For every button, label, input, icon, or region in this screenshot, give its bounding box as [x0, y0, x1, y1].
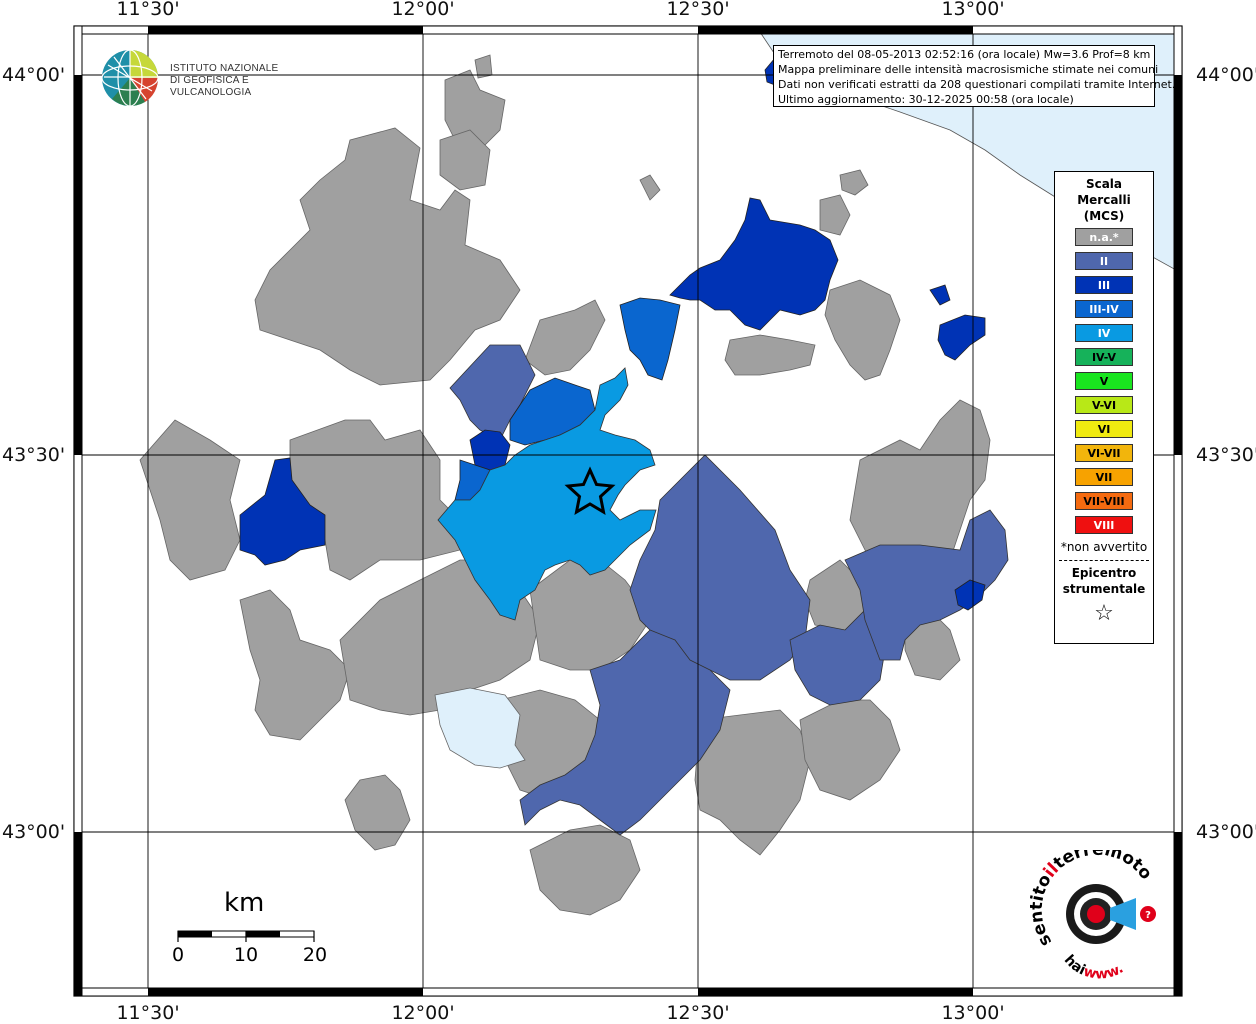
legend-item: V-VI	[1075, 396, 1133, 414]
haisentito-www-arc: haiwww.	[1061, 952, 1126, 980]
lon-tick-top-4: 13°00'	[941, 0, 1005, 20]
legend-epicenter-label: Epicentro strumentale	[1055, 565, 1153, 597]
info-box: Terremoto del 08-05-2013 02:52:16 (ora l…	[773, 45, 1176, 107]
lat-tick-right-2: 43°30'	[1196, 444, 1256, 466]
lat-tick-right-3: 43°00'	[1196, 821, 1256, 843]
epicenter-star-icon	[564, 466, 616, 515]
legend-star-icon: ☆	[1094, 601, 1114, 626]
municipalities-III	[239, 57, 986, 611]
lat-tick-right-1: 44°00'	[1196, 64, 1256, 86]
legend-title-3: (MCS)	[1083, 209, 1125, 223]
scale-label-0: 0	[171, 944, 185, 966]
legend-item: IV	[1075, 324, 1133, 342]
legend-item: V	[1075, 372, 1133, 390]
scale-bar-graphic	[177, 930, 315, 942]
scale-label-10: 10	[233, 944, 259, 966]
ingv-logo: ISTITUTO NAZIONALE DI GEOFISICA E VULCAN…	[100, 47, 320, 107]
lat-tick-left-3: 43°00'	[2, 821, 66, 843]
legend-item: VI	[1075, 420, 1133, 438]
lon-tick-bottom-2: 12°00'	[391, 1002, 455, 1024]
scale-label-20: 20	[302, 944, 328, 966]
legend-epi-2: strumentale	[1062, 582, 1146, 596]
legend-item: VIII	[1075, 516, 1133, 534]
legend-item: III	[1075, 276, 1133, 294]
legend-item: II	[1075, 252, 1133, 270]
legend-title-2: Mercalli	[1077, 193, 1131, 207]
map-frame	[73, 25, 1183, 997]
legend-title-1: Scala	[1085, 177, 1123, 191]
info-line-1: Terremoto del 08-05-2013 02:52:16 (ora l…	[778, 48, 1151, 61]
info-line-3: Dati non verificati estratti da 208 ques…	[778, 78, 1176, 91]
legend-separator	[1059, 560, 1149, 561]
legend-item: VII-VIII	[1075, 492, 1133, 510]
scale-bar: km 0 10 20	[160, 888, 360, 968]
lat-tick-left-2: 43°30'	[2, 444, 66, 466]
lon-tick-bottom-1: 11°30'	[116, 1002, 180, 1024]
haisentito-badge-glyph: ?	[1145, 910, 1151, 921]
municipalities-III-IV	[454, 297, 681, 501]
legend-items: n.a.* II III III-IV IV IV-V V V-VI VI VI-VII VII VI…	[1055, 228, 1153, 534]
legend-item: VII	[1075, 468, 1133, 486]
lon-tick-bottom-4: 13°00'	[941, 1002, 1005, 1024]
municipalities-na	[139, 54, 991, 916]
legend-title: Scala Mercalli (MCS)	[1055, 176, 1153, 224]
hst-www: www.	[1082, 961, 1127, 980]
municipalities-IV	[437, 367, 657, 621]
haisentito-logo: ? sentitoilterremoto.it haiwww.	[1026, 835, 1170, 983]
legend: Scala Mercalli (MCS) n.a.* II III III-IV IV I…	[1054, 171, 1154, 644]
lon-tick-top-2: 12°00'	[391, 0, 455, 20]
lon-tick-top-1: 11°30'	[116, 0, 180, 20]
legend-note: *non avvertito	[1060, 540, 1148, 554]
scale-unit: km	[224, 888, 265, 918]
info-line-4: Ultimo aggiornamento: 30-12-2025 00:58 (…	[778, 93, 1074, 106]
logo-line-2: DI GEOFISICA E VULCANOLOGIA	[170, 75, 252, 98]
legend-item: III-IV	[1075, 300, 1133, 318]
pale-area	[434, 687, 526, 769]
info-line-2: Mappa preliminare delle intensità macros…	[778, 63, 1159, 76]
haisentito-logo-graphic: ? sentitoilterremoto.it haiwww.	[1026, 835, 1156, 983]
municipalities-II	[449, 344, 1009, 836]
globe-icon	[101, 49, 159, 107]
lon-tick-top-3: 12°30'	[666, 0, 730, 20]
legend-item: n.a.*	[1075, 228, 1133, 246]
legend-epi-1: Epicentro	[1071, 566, 1137, 580]
hst-sentito: sentito	[1030, 871, 1056, 950]
legend-item: IV-V	[1075, 348, 1133, 366]
lat-tick-left-1: 44°00'	[2, 64, 66, 86]
logo-line-1: ISTITUTO NAZIONALE	[170, 63, 279, 74]
lon-tick-bottom-3: 12°30'	[666, 1002, 730, 1024]
legend-item: VI-VII	[1075, 444, 1133, 462]
